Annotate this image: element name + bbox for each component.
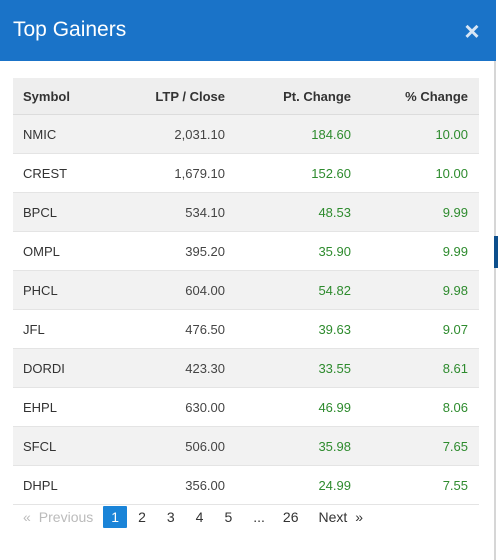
table-row[interactable]: EHPL 630.00 46.99 8.06 [13,388,479,427]
table-header: Symbol LTP / Close Pt. Change % Change [13,78,479,115]
cell-ltp: 476.50 [185,321,225,337]
cell-pct-change: 9.07 [442,321,468,337]
cell-pct-change: 8.61 [442,360,468,376]
page-26-button[interactable]: 26 [282,509,299,525]
table-row[interactable]: JFL 476.50 39.63 9.07 [13,310,479,349]
cell-pct-change: 10.00 [435,126,468,142]
cell-ltp: 423.30 [185,360,225,376]
cell-pt-change: 46.99 [318,399,351,415]
page-1-button[interactable]: 1 [103,506,128,528]
cell-symbol[interactable]: DORDI [23,360,65,376]
page-4-button[interactable]: 4 [195,509,204,525]
page-5-button[interactable]: 5 [224,509,233,525]
header-symbol[interactable]: Symbol [23,88,70,104]
cell-pt-change: 48.53 [318,204,351,220]
previous-button: Previous [38,509,94,525]
page-2-button[interactable]: 2 [138,509,146,525]
table-row[interactable]: SFCL 506.00 35.98 7.65 [13,427,479,466]
cell-symbol[interactable]: EHPL [23,399,57,415]
pagination-ellipsis: ... [253,509,265,525]
table-body: NMIC 2,031.10 184.60 10.00 CREST 1,679.10 152.… [13,115,479,505]
header-pct-change[interactable]: % Change [405,88,468,104]
cell-symbol[interactable]: JFL [23,321,45,337]
next-arrow[interactable]: » [355,509,364,525]
table-row[interactable]: CREST 1,679.10 152.60 10.00 [13,154,479,193]
header-ltp[interactable]: LTP / Close [155,88,225,104]
gainers-table: Symbol LTP / Close Pt. Change % Change N… [13,78,479,505]
modal-header: Top Gainers × [0,0,496,61]
table-row[interactable]: OMPL 395.20 35.90 9.99 [13,232,479,271]
modal-title: Top Gainers [13,18,127,41]
cell-symbol[interactable]: PHCL [23,282,58,298]
cell-pt-change: 33.55 [318,360,351,376]
cell-pt-change: 184.60 [311,126,351,142]
pagination: « Previous 1 2 3 4 5 ... 26 Next » [13,505,363,529]
cell-symbol[interactable]: CREST [23,165,68,181]
table-row[interactable]: DORDI 423.30 33.55 8.61 [13,349,479,388]
background-edge [494,236,498,268]
cell-pt-change: 39.63 [318,321,351,337]
table-row[interactable]: BPCL 534.10 48.53 9.99 [13,193,479,232]
cell-ltp: 534.10 [185,204,225,220]
cell-pt-change: 35.98 [318,438,351,454]
cell-pct-change: 7.55 [442,477,468,493]
cell-pct-change: 9.99 [442,243,468,259]
cell-pct-change: 7.65 [442,438,468,454]
cell-ltp: 395.20 [185,243,225,259]
cell-symbol[interactable]: SFCL [23,438,57,454]
cell-ltp: 1,679.10 [174,165,225,181]
cell-ltp: 2,031.10 [174,126,225,142]
cell-ltp: 506.00 [185,438,225,454]
cell-pt-change: 24.99 [318,477,351,493]
table-row[interactable]: DHPL 356.00 24.99 7.55 [13,466,479,505]
cell-symbol[interactable]: DHPL [23,477,58,493]
cell-symbol[interactable]: OMPL [23,243,60,259]
cell-symbol[interactable]: BPCL [23,204,57,220]
cell-pct-change: 8.06 [442,399,468,415]
cell-symbol[interactable]: NMIC [23,126,57,142]
cell-pct-change: 10.00 [435,165,468,181]
table-row[interactable]: PHCL 604.00 54.82 9.98 [13,271,479,310]
cell-pt-change: 54.82 [318,282,351,298]
cell-ltp: 604.00 [185,282,225,298]
close-icon[interactable]: × [464,16,480,46]
cell-pt-change: 35.90 [318,243,351,259]
cell-pct-change: 9.98 [442,282,468,298]
cell-ltp: 630.00 [185,399,225,415]
next-button[interactable]: Next [318,509,348,525]
table-row[interactable]: NMIC 2,031.10 184.60 10.00 [13,115,479,154]
page-3-button[interactable]: 3 [166,509,175,525]
cell-pct-change: 9.99 [442,204,468,220]
cell-pt-change: 152.60 [311,165,351,181]
prev-arrow: « [23,509,31,525]
cell-ltp: 356.00 [185,477,225,493]
header-pt-change[interactable]: Pt. Change [283,88,351,104]
